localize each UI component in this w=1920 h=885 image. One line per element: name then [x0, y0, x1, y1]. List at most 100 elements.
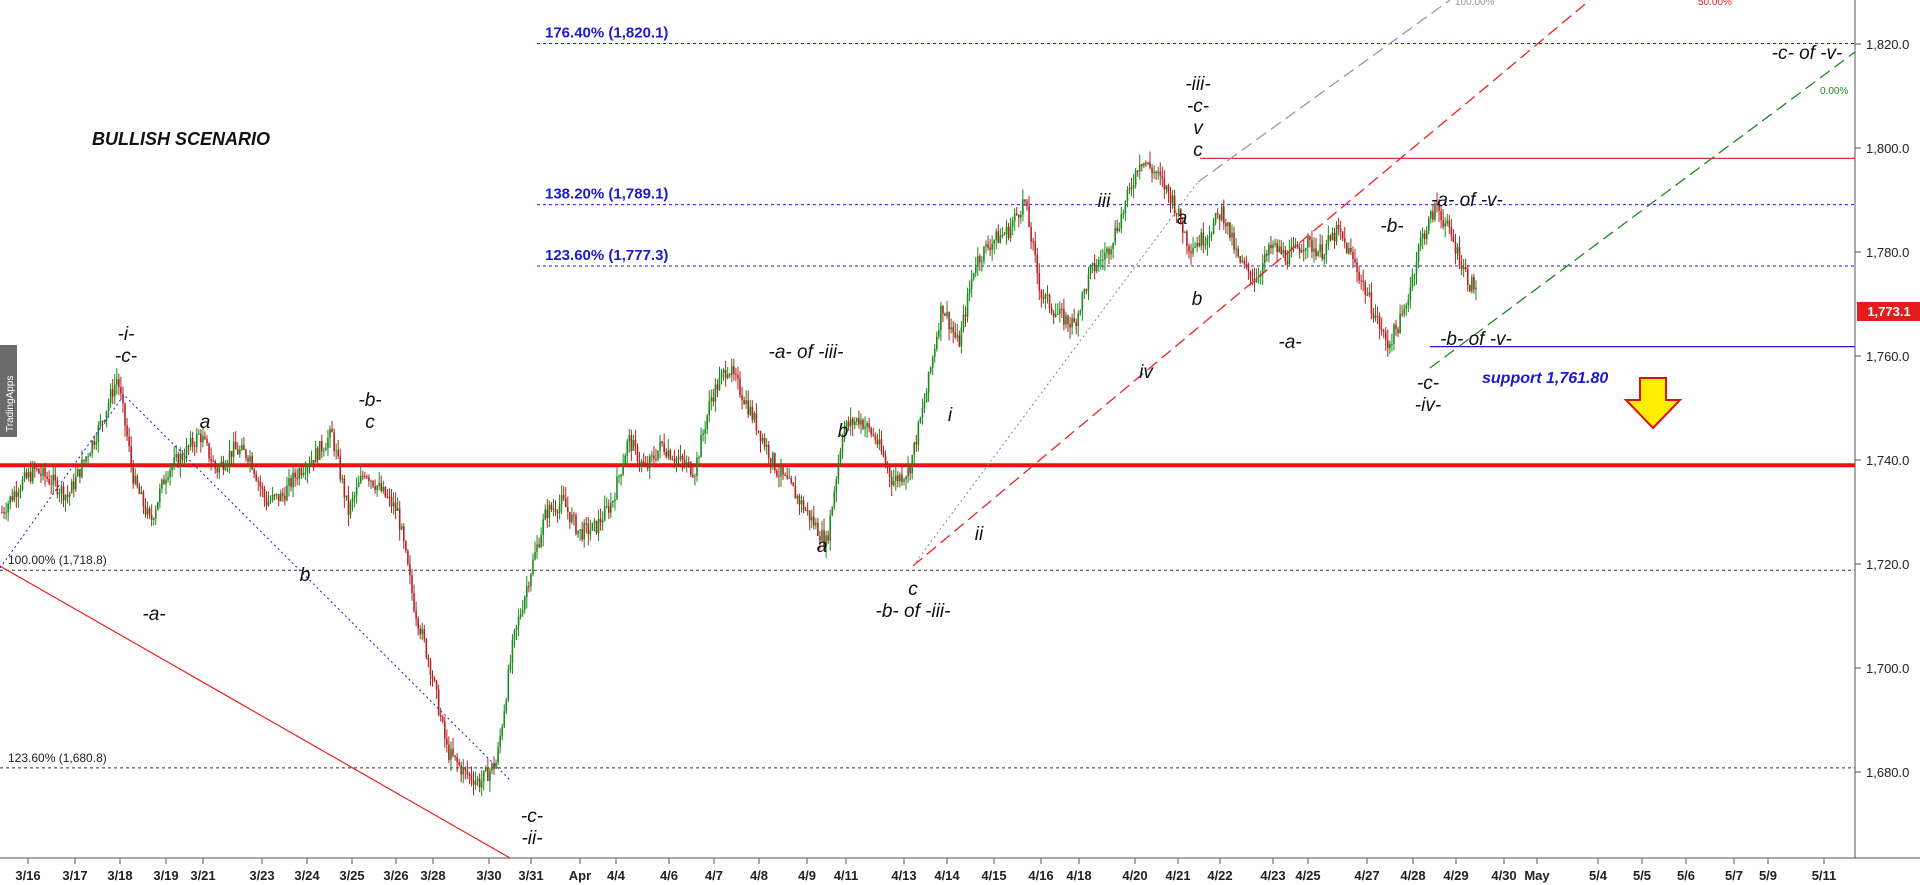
candle-body — [1184, 231, 1186, 233]
candle-body — [111, 389, 114, 397]
candle-body — [109, 389, 112, 403]
candle-body — [265, 498, 268, 506]
candle-body — [1307, 236, 1309, 248]
candle-body — [1132, 185, 1135, 189]
candle-body — [396, 508, 399, 511]
candle-body — [66, 495, 69, 497]
wave-label-line: -iv- — [1415, 395, 1441, 416]
candle-body — [427, 657, 430, 661]
candle-body — [1368, 292, 1371, 296]
candle-body — [790, 477, 793, 483]
candle-body — [7, 503, 9, 513]
candle-body — [243, 444, 245, 451]
wave-label-line: -a- — [142, 604, 165, 625]
candle-body — [482, 770, 485, 782]
candle-body — [581, 529, 583, 540]
candle-body — [825, 535, 827, 548]
candle-body — [198, 433, 200, 435]
candle-body — [612, 501, 614, 503]
candle-body — [575, 515, 577, 534]
candle-body — [1186, 231, 1188, 246]
candle-body — [1210, 233, 1213, 237]
lower-red-line — [0, 565, 511, 859]
candle-body — [1177, 209, 1180, 215]
candle-body — [966, 293, 969, 317]
wave-label-line: -i- — [118, 324, 135, 345]
wave-label-line: -c- — [115, 346, 137, 367]
candle-body — [933, 349, 936, 358]
candle-body — [1163, 178, 1166, 190]
candle-body — [380, 482, 383, 492]
candle-body — [386, 496, 389, 498]
candle-body — [1036, 254, 1039, 274]
candle-body — [271, 494, 274, 501]
x-tick-label: 5/9 — [1759, 868, 1777, 883]
candle-body — [1370, 292, 1373, 314]
candle-body — [694, 475, 696, 477]
candle-body — [1124, 201, 1127, 214]
candle-body — [241, 444, 243, 450]
candle-body — [640, 461, 643, 464]
candle-body — [1274, 243, 1276, 245]
candle-body — [892, 480, 895, 486]
x-tick-label: 4/16 — [1028, 868, 1053, 883]
candle-body — [1141, 164, 1143, 166]
wave-label: -i--c- — [115, 324, 137, 367]
candle-body — [292, 472, 294, 488]
wave-label: -iii--c-v c — [1185, 74, 1210, 161]
candle-body — [347, 495, 350, 515]
candle-body — [989, 247, 991, 250]
candle-body — [1456, 247, 1459, 254]
candle-body — [671, 459, 674, 461]
candle-body — [448, 744, 450, 760]
y-tick-label: 1,760.0 — [1866, 349, 1909, 364]
candle-body — [757, 430, 760, 432]
wave-label-line: b — [1192, 289, 1203, 310]
candle-body — [747, 400, 749, 415]
wave-label-line: b — [838, 421, 849, 442]
candle-body — [1417, 245, 1420, 262]
candle-body — [958, 335, 961, 347]
candle-body — [325, 448, 327, 451]
candle-body — [839, 451, 842, 463]
candle-body — [210, 458, 212, 462]
candle-body — [85, 456, 87, 462]
candle-body — [954, 332, 957, 338]
candle-body — [257, 480, 260, 482]
candle-body — [860, 419, 862, 425]
candle-body — [1136, 170, 1139, 172]
channel-percent-label: 50.00% — [1698, 0, 1732, 8]
candle-body — [384, 486, 387, 497]
candle-body — [1382, 330, 1385, 332]
candle-body — [1024, 199, 1026, 202]
candle-body — [298, 468, 301, 479]
candle-body — [1118, 228, 1121, 232]
candle-body — [515, 625, 518, 630]
candle-body — [499, 736, 501, 748]
candle-body — [735, 374, 737, 376]
candle-body — [778, 475, 780, 477]
candle-body — [1114, 227, 1116, 243]
candle-body — [277, 493, 280, 502]
candle-body — [306, 466, 309, 473]
candle-body — [603, 506, 606, 521]
candle-body — [765, 445, 768, 448]
candle-body — [286, 485, 288, 501]
x-tick-label: 3/19 — [153, 868, 178, 883]
wave-label-line: -a- of -iii- — [769, 342, 844, 363]
wave-label: -a- — [1278, 332, 1301, 353]
wave-label-line: -b- — [1380, 216, 1403, 237]
wave-label: a — [817, 536, 828, 557]
candle-body — [618, 476, 620, 478]
candle-body — [690, 462, 692, 476]
candle-body — [1284, 249, 1287, 262]
candle-body — [105, 410, 108, 421]
candle-body — [95, 442, 98, 445]
candle-body — [169, 469, 171, 478]
candle-body — [696, 457, 698, 476]
candle-body — [1046, 294, 1049, 296]
candle-body — [1165, 185, 1168, 190]
candle-body — [1428, 218, 1430, 231]
candle-body — [700, 434, 702, 458]
last-price-badge: 1,773.1 — [1857, 302, 1920, 321]
